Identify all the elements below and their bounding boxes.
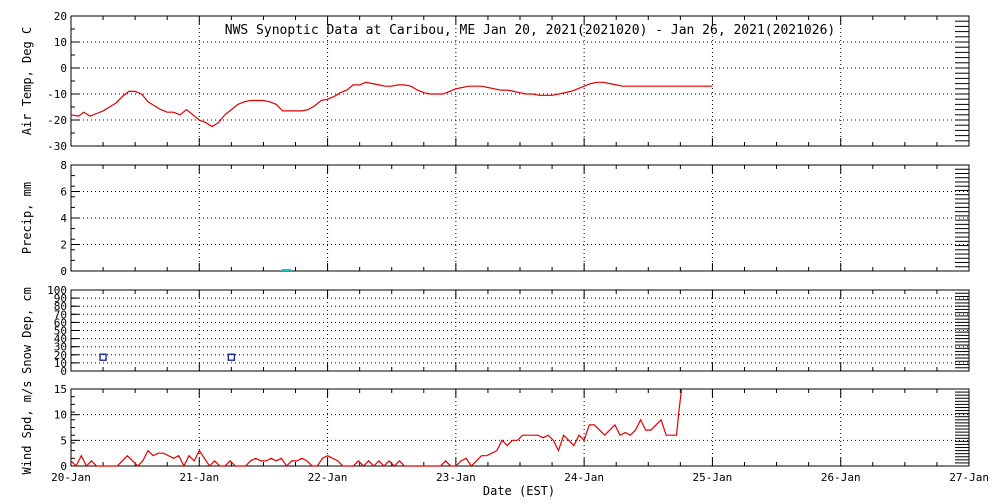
- snow-depth-ytick-label: 50: [54, 325, 67, 338]
- x-axis-label: Date (EST): [483, 484, 555, 498]
- snow-depth-ytick-label: 70: [54, 308, 67, 321]
- wind-speed-ytick-label: 0: [60, 460, 67, 473]
- precip-ytick-label: 6: [60, 186, 67, 199]
- wind-speed-panel: 15 10 5 0 Wind Spd, m/s 20-Jan 21-Jan 22-Jan 23-…: [20, 381, 989, 484]
- snow-depth-ytick-label: 100: [47, 284, 67, 297]
- snow-depth-ytick-label: 30: [54, 341, 67, 354]
- precip-ytick-label: 0: [60, 265, 67, 278]
- wind-speed-ytick-label: 10: [54, 409, 67, 422]
- snow-depth-frame: [70, 289, 970, 372]
- snow-depth-ytick-label: 90: [54, 292, 67, 305]
- wind-speed-xtick-label: 27-Jan: [949, 471, 989, 484]
- wind-speed-series-line: [70, 388, 683, 468]
- snow-depth-ytick-label: 60: [54, 316, 67, 329]
- precip-panel: 8 6 4 2 0 Precip, mm: [20, 159, 970, 278]
- air-temp-ytick-label: -10: [47, 88, 67, 101]
- wind-speed-ytick-label: 15: [54, 383, 67, 396]
- wind-speed-xtick-label: 21-Jan: [179, 471, 219, 484]
- wind-speed-xtick-label: 24-Jan: [564, 471, 604, 484]
- snow-depth-ytick-label: 10: [54, 357, 67, 370]
- precip-ytick-label: 8: [60, 159, 67, 172]
- air-temp-ytick-label: 20: [54, 10, 67, 23]
- precip-frame: [70, 164, 970, 272]
- air-temp-ytick-label: 0: [60, 62, 67, 75]
- snow-depth-point: [99, 353, 107, 361]
- snow-depth-ytick-label: 0: [60, 365, 67, 378]
- snow-depth-ytick-label: 40: [54, 333, 67, 346]
- snow-depth-y-axis-label: Snow Dep, cm: [20, 287, 34, 374]
- wind-speed-xtick-label: 23-Jan: [436, 471, 476, 484]
- air-temp-series-line: [70, 81, 713, 128]
- air-temp-frame: [70, 15, 970, 147]
- wind-speed-xtick-label: 22-Jan: [308, 471, 348, 484]
- wind-speed-xtick-label: 26-Jan: [821, 471, 861, 484]
- air-temp-panel: 20 10 0 -10 -20 -30 Air Temp, Deg C: [20, 10, 970, 153]
- snow-depth-ytick-label: 80: [54, 300, 67, 313]
- wind-speed-ytick-label: 5: [60, 434, 67, 447]
- wind-speed-xtick-label: 20-Jan: [51, 471, 91, 484]
- wind-speed-xtick-label: 25-Jan: [693, 471, 733, 484]
- snow-depth-point: [227, 353, 236, 361]
- precip-bar: [284, 269, 289, 271]
- air-temp-ytick-label: -30: [47, 140, 67, 153]
- precip-bar: [287, 269, 292, 271]
- precip-y-axis-label: Precip, mm: [20, 182, 34, 254]
- wind-speed-y-axis-label: Wind Spd, m/s: [20, 381, 34, 475]
- precip-ytick-label: 2: [60, 239, 67, 252]
- air-temp-ytick-label: 10: [54, 36, 67, 49]
- air-temp-y-axis-label: Air Temp, Deg C: [20, 27, 34, 135]
- precip-ytick-label: 4: [60, 212, 67, 225]
- snow-depth-ytick-label: 20: [54, 349, 67, 362]
- precip-bar: [281, 269, 286, 271]
- chart-title: NWS Synoptic Data at Caribou, ME Jan 20,…: [225, 23, 835, 38]
- wind-speed-frame: [70, 388, 970, 467]
- air-temp-ytick-label: -20: [47, 114, 67, 127]
